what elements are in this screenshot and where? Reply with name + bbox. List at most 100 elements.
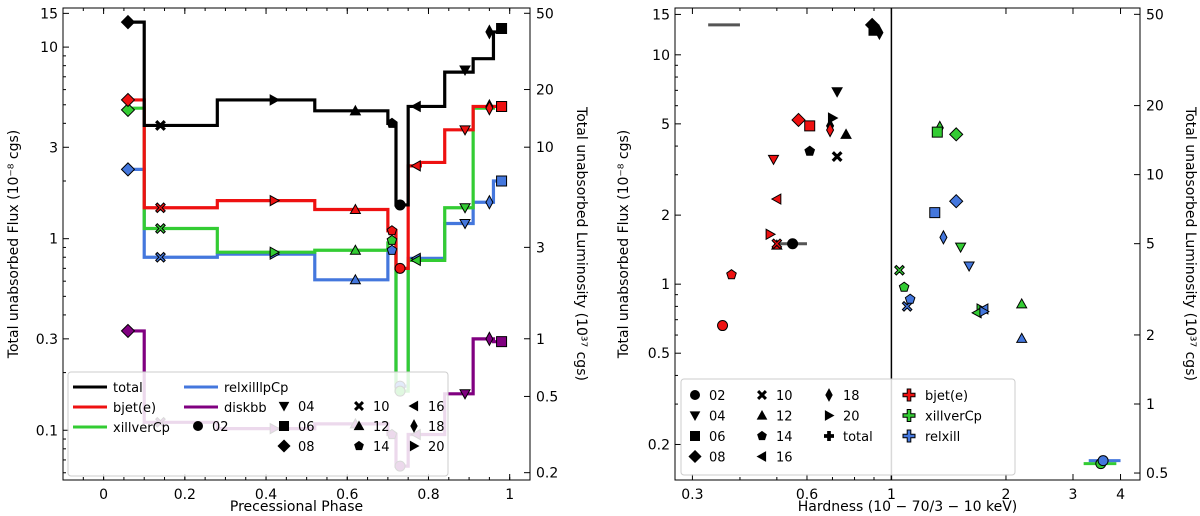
y-tick-label-left: 10 [40,40,58,56]
data-point-relxilllpCp [459,219,471,230]
data-point-relxilllpCp [120,162,136,177]
data-point-xillverCp [1015,297,1028,309]
y-tick-label-right-panel2: 0.5 [1146,466,1168,482]
data-point-bjet(e) [120,92,136,108]
data-point-xillverCp [120,102,136,118]
data-point-total [155,119,166,131]
legend-label: 04 [298,400,315,415]
x-axis-label-left: Precessional Phase [230,499,363,515]
data-point-bjet(e) [349,203,362,215]
y-tick-label-left-panel2: 1 [661,277,670,293]
legend-label: 12 [373,420,390,435]
legend-marker-10 [757,390,767,400]
legend-label: 18 [843,389,860,404]
data-point-xillverCp [954,242,967,254]
data-point-bjet(e) [767,154,780,166]
legend-label: 08 [709,451,726,466]
y-tick-label-right-panel2: 10 [1146,168,1164,184]
data-point-bjet(e) [726,269,737,280]
data-point-bjet(e) [770,193,782,205]
legend-marker-16 [756,451,767,462]
y-tick-label-left: 15 [40,6,58,22]
legend-marker-18 [825,388,833,402]
data-point-xillverCp [948,127,964,142]
legend-label: 10 [373,400,390,415]
data-point-relxill [939,229,948,245]
legend-label: 16 [428,400,445,415]
data-point-xillverCp [931,126,943,138]
y-tick-label-left-panel2: 2 [661,208,670,224]
y-tick-label-right-panel2: 50 [1146,7,1164,23]
data-point-xillverCp [269,246,281,259]
legend-label: bjet(e) [113,401,156,416]
legend-marker-02 [193,421,203,431]
legend-marker-12 [756,409,768,420]
x-tick-label-left: 0.4 [255,487,277,503]
data-point-diskbb [120,323,136,339]
series-line-total [127,20,502,207]
data-point-xillverCp [349,244,362,255]
y-tick-label-right: 20 [536,83,554,99]
data-point-bjet(e) [394,262,406,274]
legend-marker-08 [277,439,291,453]
y-tick-label-left: 1 [49,232,58,248]
data-point-bjet(e) [410,159,421,172]
x-tick-label-left: 0.8 [417,487,439,503]
data-point-total [120,14,136,30]
data-point-relxilllpCp [155,251,166,263]
legend-label: relxilllpCp [224,381,288,396]
legend-marker-02 [690,390,700,400]
data-point-total [496,23,508,35]
data-point-relxill [1097,455,1109,467]
legend-label: 20 [843,410,860,425]
legend-label: 16 [776,451,793,466]
legend-marker-20 [409,440,420,452]
data-point-relxill [948,193,964,209]
data-point-relxilllpCp [485,194,494,210]
data-point-total [459,65,471,76]
legend-marker-total [824,431,834,441]
y-tick-label-left-panel2: 15 [652,7,670,23]
legend-label: 06 [298,420,315,435]
data-point-xillverCp [898,281,910,292]
y-tick-label-left: 3 [49,140,58,156]
x-tick-label-right-panel: 4 [1116,487,1125,503]
legend-marker-06 [279,421,289,431]
data-point-total [269,94,281,106]
data-point-total [840,128,852,139]
y-tick-label-right: 10 [536,140,554,156]
x-tick-label-right-panel: 3 [1069,487,1078,503]
y-tick-label-left-panel2: 5 [661,117,670,133]
legend-label: 02 [709,389,726,404]
legend-label: 04 [709,410,726,425]
y-tick-label-right-panel2: 1 [1146,397,1155,413]
data-point-diskbb [485,331,494,347]
data-point-bjet(e) [459,125,471,136]
legend-marker-14 [354,440,364,451]
y-tick-label-left: 0.3 [36,332,58,348]
legend-label: total [113,381,143,396]
data-point-relxill [1015,332,1028,343]
y-axis-label-left-panel2: Total unabsorbed Flux (10⁻⁸ cgs) [616,130,632,359]
data-point-bjet(e) [791,112,806,128]
data-point-total [831,151,843,163]
data-point-bjet(e) [717,320,729,332]
legend-marker-06 [690,431,700,441]
y-axis-label-right: Total unabsorbed Luminosity (10³⁷ cgs) [573,106,589,381]
data-point-xillverCp [459,203,471,214]
legend-label: diskbb [224,401,267,416]
data-point-bjet(e) [496,100,508,112]
data-point-xillverCp [386,234,398,245]
x-tick-label-left: 1 [505,487,514,503]
data-point-relxilllpCp [386,244,398,255]
legend-label: 14 [373,440,390,455]
y-tick-label-left: 0.1 [36,423,58,439]
data-point-total [410,100,421,113]
y-tick-label-right: 1 [536,332,545,348]
legend-marker-08 [688,449,702,464]
y-tick-label-right: 0.5 [536,389,558,405]
x-tick-label-left: 0.6 [336,487,358,503]
data-point-bjet(e) [155,202,166,214]
legend-label: total [843,430,873,445]
